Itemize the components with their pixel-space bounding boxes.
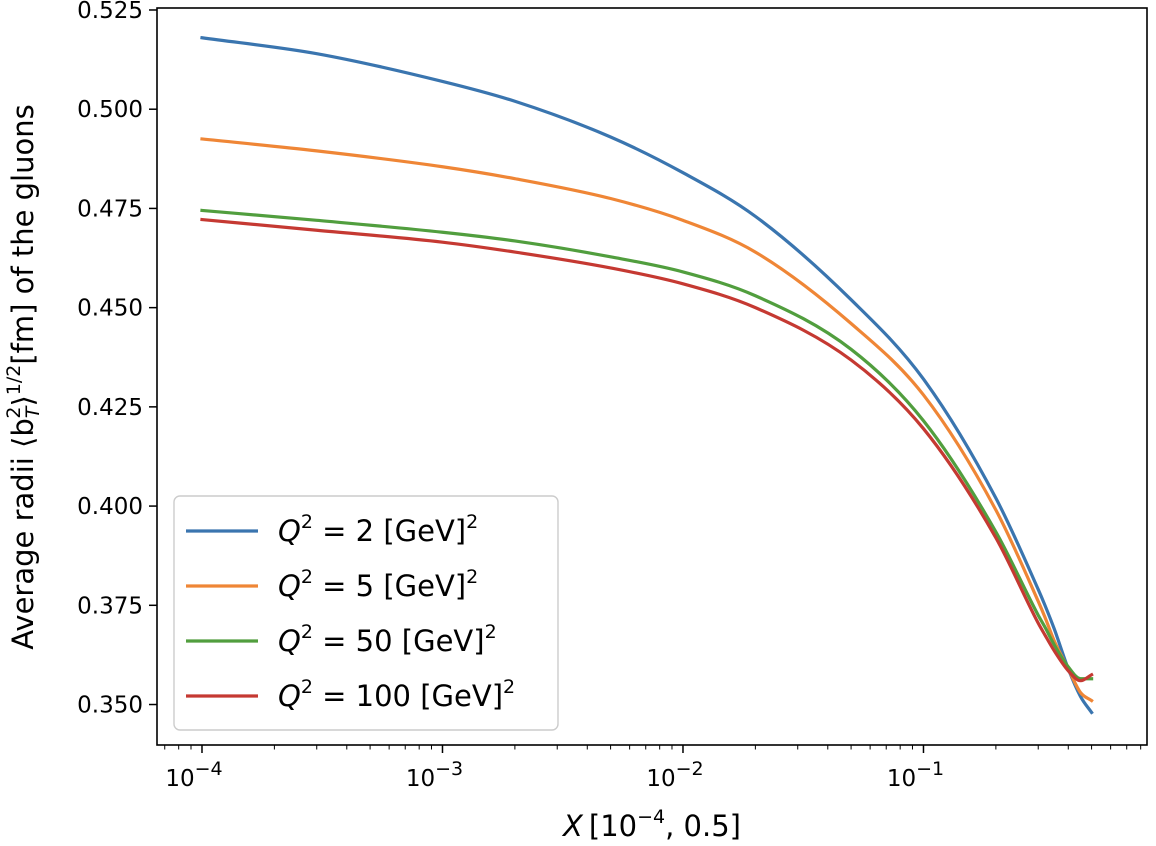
series-line-2 [200,137,1094,703]
series-line-1 [200,35,1094,715]
legend: Q2 = 2 [GeV]2 Q2 = 5 [GeV]2 Q2 = 50 [GeV]2… [173,495,559,731]
series-line-3 [200,208,1094,681]
y-tick-label: 0.350 [77,693,143,719]
series-line-4 [200,217,1094,683]
legend-label-3: Q2 = 50 [GeV]2 [278,621,497,658]
y-tick-label: 0.500 [77,97,143,123]
y-tick-label: 0.425 [77,395,143,421]
legend-box [173,495,559,731]
x-tick-label: 10−2 [646,758,703,792]
y-axis-label: Average radii ⟨bT2⟩1/2[fm] of the gluons [3,104,44,649]
legend-label-2: Q2 = 5 [GeV]2 [278,566,478,603]
x-tick-label: 10−1 [887,758,944,792]
y-tick-label: 0.400 [77,494,143,520]
x-axis-label: X [10−4, 0.5] [561,806,741,843]
plot-frame [156,7,1148,746]
y-tick-label: 0.450 [77,296,143,322]
y-tick-label: 0.475 [77,196,143,222]
y-tick-label: 0.375 [77,593,143,619]
legend-label-4: Q2 = 100 [GeV]2 [278,676,515,713]
y-tick-label: 0.525 [77,0,143,24]
legend-label-1: Q2 = 2 [GeV]2 [278,511,478,548]
x-tick-label: 10−4 [165,758,222,792]
x-tick-label: 10−3 [406,758,463,792]
